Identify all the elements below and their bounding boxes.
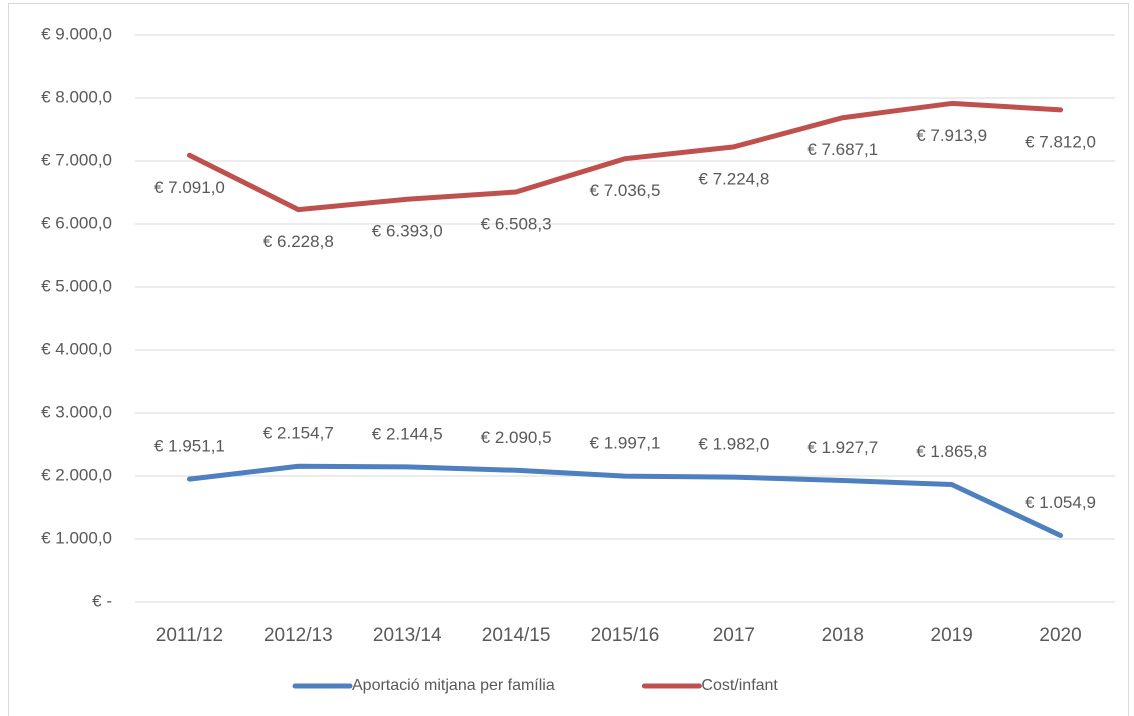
data-label: € 2.144,5 <box>372 424 443 443</box>
data-label: € 7.224,8 <box>698 169 769 188</box>
y-tick-label: € - <box>92 591 112 610</box>
data-label: € 6.508,3 <box>481 214 552 233</box>
data-label: € 1.054,9 <box>1025 493 1096 512</box>
y-tick-label: € 1.000,0 <box>41 528 112 547</box>
x-tick-label: 2013/14 <box>373 625 442 646</box>
chart-border <box>8 3 1129 716</box>
legend-label: Aportació mitjana per família <box>352 677 555 694</box>
data-label: € 1.951,1 <box>154 437 225 456</box>
data-label: € 7.036,5 <box>590 181 661 200</box>
x-tick-label: 2017 <box>713 625 755 646</box>
data-label: € 1.997,1 <box>590 434 661 453</box>
data-label: € 2.090,5 <box>481 428 552 447</box>
x-tick-label: 2018 <box>822 625 864 646</box>
data-label: € 7.913,9 <box>916 126 987 145</box>
data-label: € 1.927,7 <box>807 438 878 457</box>
y-tick-label: € 9.000,0 <box>41 24 112 43</box>
data-label: € 7.812,0 <box>1025 132 1096 151</box>
x-tick-label: 2011/12 <box>156 625 223 646</box>
y-tick-label: € 5.000,0 <box>41 276 112 295</box>
x-tick-label: 2015/16 <box>591 625 660 646</box>
legend-label: Cost/infant <box>701 677 778 694</box>
data-label: € 1.982,0 <box>698 435 769 454</box>
data-label: € 6.228,8 <box>263 232 334 251</box>
data-label: € 7.687,1 <box>807 140 878 159</box>
y-tick-label: € 4.000,0 <box>41 339 112 358</box>
x-tick-label: 2012/13 <box>264 625 333 646</box>
y-tick-label: € 6.000,0 <box>41 213 112 232</box>
data-label: € 6.393,0 <box>372 222 443 241</box>
x-tick-label: 2019 <box>931 625 973 646</box>
data-label: € 2.154,7 <box>263 424 334 443</box>
data-line <box>186 463 1064 539</box>
x-tick-label: 2020 <box>1039 625 1081 646</box>
data-label: € 1.865,8 <box>916 442 987 461</box>
y-tick-label: € 7.000,0 <box>41 150 112 169</box>
y-tick-label: € 8.000,0 <box>41 87 112 106</box>
data-line <box>186 100 1064 213</box>
x-tick-label: 2014/15 <box>482 625 551 646</box>
y-tick-label: € 2.000,0 <box>41 465 112 484</box>
data-label: € 7.091,0 <box>154 178 225 197</box>
y-tick-label: € 3.000,0 <box>41 402 112 421</box>
